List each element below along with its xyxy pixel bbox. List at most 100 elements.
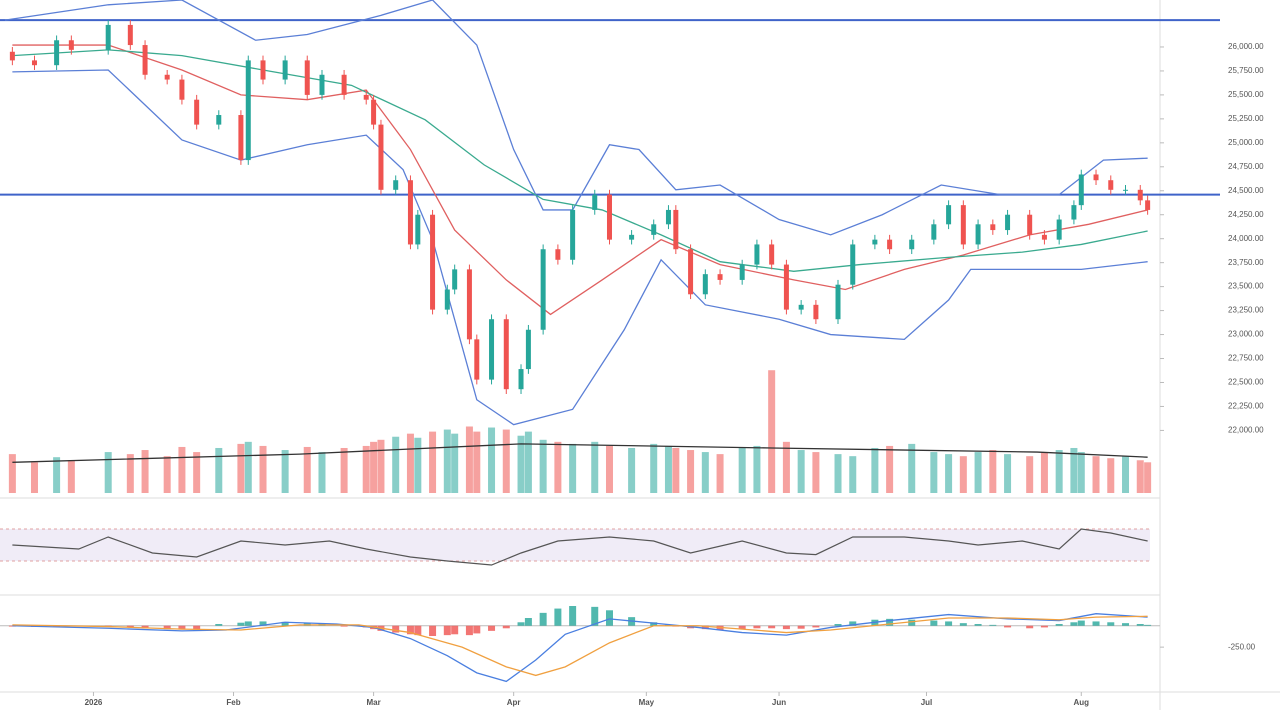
y-tick-label: 25,250.00 (1228, 114, 1264, 123)
volume-bar (605, 445, 613, 493)
volume-bar (1004, 454, 1012, 493)
candle-body (946, 205, 952, 225)
candle-body (555, 249, 561, 260)
candle-body (813, 304, 819, 320)
macd-histogram-bar (945, 621, 953, 626)
volume-bar (429, 431, 437, 493)
macd-histogram-bar (849, 621, 857, 626)
y-tick-label: 24,000.00 (1228, 234, 1264, 243)
volume-bar (1144, 462, 1152, 493)
volume-bar (215, 447, 223, 493)
macd-histogram-bar (451, 625, 459, 635)
volume-bar (237, 443, 245, 493)
y-tick-label: 22,750.00 (1228, 354, 1264, 363)
candle-body (540, 249, 546, 330)
y-tick-label: 23,500.00 (1228, 282, 1264, 291)
rsi-line (12, 528, 1148, 566)
candle-body (282, 60, 288, 80)
x-tick-label: Mar (366, 698, 380, 707)
candle-body (931, 224, 937, 240)
y-tick-label: 26,000.00 (1228, 42, 1264, 51)
candle-body (850, 244, 856, 285)
volume-bar (1026, 456, 1034, 493)
candle-body (474, 339, 480, 380)
volume-bar (1055, 450, 1063, 493)
macd-histogram-bar (1107, 622, 1115, 626)
macd-histogram-bar (237, 622, 245, 626)
candle-body (363, 94, 369, 100)
volume-bar (8, 454, 16, 493)
volume-bar (244, 441, 252, 493)
candle-body (887, 239, 893, 250)
y-tick-label: -250.00 (1228, 642, 1256, 651)
volume-bar (517, 435, 525, 493)
candle-body (1123, 189, 1129, 191)
volume-bar (524, 431, 532, 493)
candle-body (798, 304, 804, 310)
volume-bar (1077, 452, 1085, 493)
candle-body (260, 60, 266, 80)
volume-bar (569, 443, 577, 493)
candle-body (592, 194, 598, 210)
volume-bar (377, 439, 385, 493)
y-tick-label: 24,750.00 (1228, 162, 1264, 171)
candle-body (1027, 214, 1033, 235)
volume-bar (664, 445, 672, 493)
candle-body (216, 115, 222, 125)
macd-histogram-bar (886, 618, 894, 626)
volume-bar (473, 431, 481, 493)
candle-body (1093, 174, 1099, 181)
macd-histogram-bar (1092, 621, 1100, 626)
macd-histogram-bar (1144, 624, 1152, 626)
volume-bar (701, 452, 709, 493)
volume-bar (812, 452, 820, 493)
macd-histogram-bar (1077, 620, 1085, 626)
volume-bar (281, 450, 289, 493)
volume-bar (67, 460, 75, 493)
macd-histogram-bar (473, 625, 481, 634)
candle-body (415, 214, 421, 245)
macd-histogram-bar (465, 625, 473, 636)
candle-body (304, 60, 310, 95)
volume-bar (414, 437, 422, 493)
macd-histogram-bar (959, 623, 967, 626)
candle-body (503, 319, 509, 390)
rsi-band (0, 529, 1150, 561)
candle-body (194, 99, 200, 125)
candle-body (489, 319, 495, 380)
volume-bar (53, 457, 61, 493)
candle-body (54, 40, 60, 66)
x-tick-label: Aug (1074, 698, 1090, 707)
candle-body (245, 60, 251, 161)
macd-histogram-bar (259, 621, 267, 626)
volume-bar (443, 429, 451, 493)
volume-bar (104, 452, 112, 493)
volume-bar (930, 452, 938, 493)
volume-bar (451, 433, 459, 493)
volume-bar (628, 447, 636, 493)
macd-histogram-bar (141, 625, 149, 629)
macd-histogram-bar (930, 620, 938, 626)
y-tick-label: 23,750.00 (1228, 258, 1264, 267)
candle-body (371, 99, 377, 125)
macd-histogram-bar (1070, 622, 1078, 626)
volume-bar (163, 456, 171, 493)
volume-bar (362, 445, 370, 493)
macd-histogram-bar (539, 612, 547, 626)
macd-histogram-bar (524, 618, 532, 626)
macd-histogram-bar (1040, 625, 1048, 628)
y-tick-label: 23,000.00 (1228, 330, 1264, 339)
candle-body (1137, 189, 1143, 201)
candle-body (960, 205, 966, 245)
macd-histogram-bar (392, 625, 400, 633)
volume-bar (259, 445, 267, 493)
macd-histogram-bar (974, 624, 982, 626)
volume-bar (539, 439, 547, 493)
macd-histogram-bar (834, 624, 842, 626)
macd-histogram-bar (193, 625, 201, 630)
x-tick-label: Jun (772, 698, 786, 707)
candle-body (665, 209, 671, 225)
y-tick-label: 25,750.00 (1228, 66, 1264, 75)
candle-body (466, 269, 472, 340)
